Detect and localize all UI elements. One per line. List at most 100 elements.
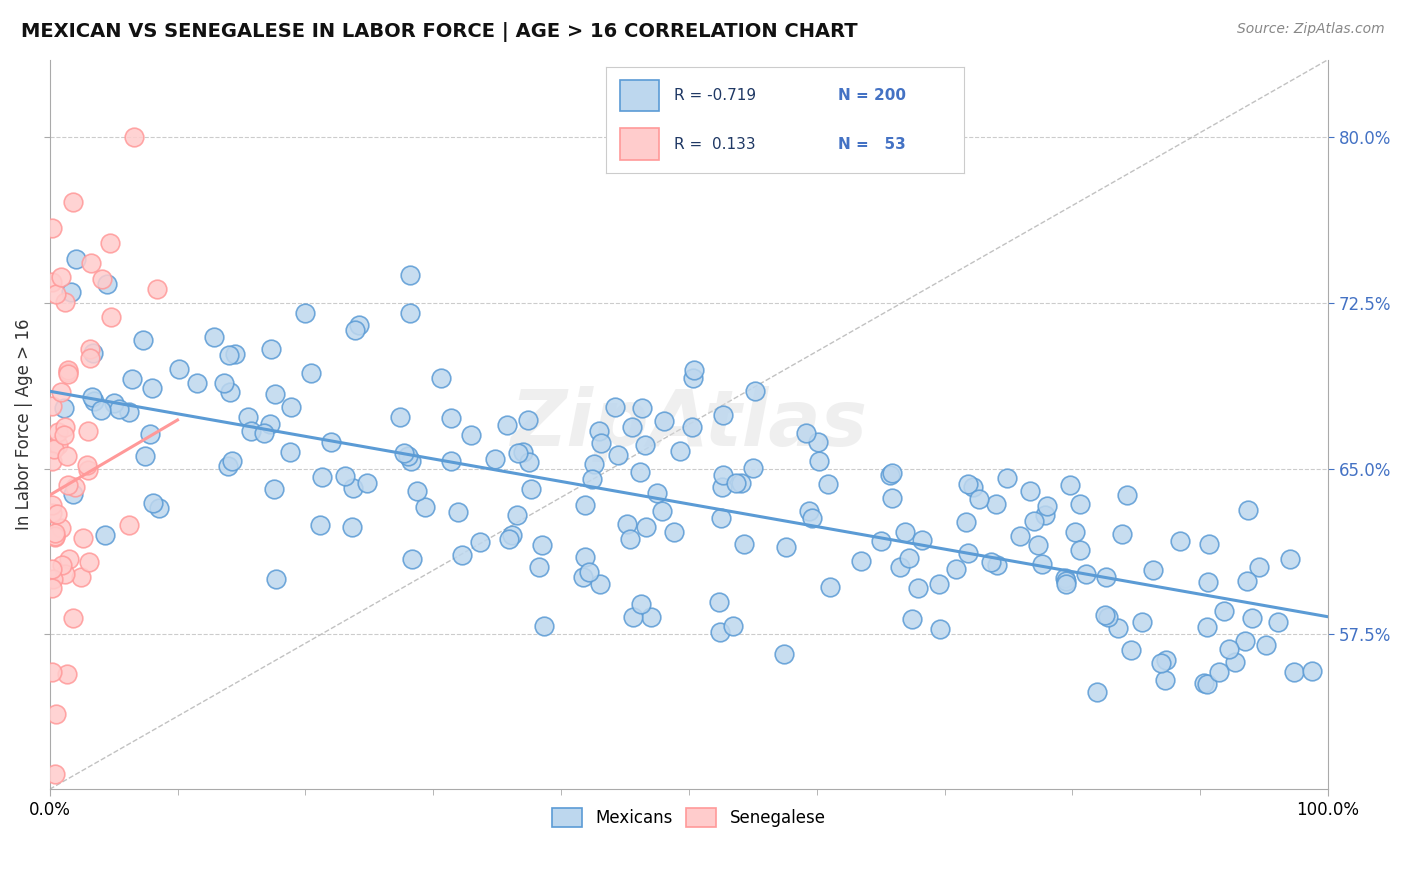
Point xyxy=(801,511,824,525)
Point xyxy=(321,434,343,449)
Point xyxy=(710,480,733,494)
Point xyxy=(1156,653,1178,667)
Point xyxy=(1063,524,1085,539)
Point xyxy=(1069,497,1091,511)
Point xyxy=(775,540,797,554)
Point xyxy=(807,453,830,467)
Point xyxy=(141,381,163,395)
Point xyxy=(607,448,630,462)
Point xyxy=(44,766,66,780)
Point xyxy=(1069,542,1091,557)
Point xyxy=(118,518,141,533)
Point xyxy=(955,515,977,529)
Point xyxy=(333,468,356,483)
Point xyxy=(440,454,463,468)
Point xyxy=(1237,503,1260,517)
Point xyxy=(108,401,131,416)
Point xyxy=(928,577,950,591)
Point xyxy=(79,342,101,356)
Point xyxy=(721,619,744,633)
Point xyxy=(710,511,733,525)
Point xyxy=(506,445,529,459)
Point xyxy=(186,376,208,391)
Point xyxy=(219,384,242,399)
Point xyxy=(236,409,259,424)
Point xyxy=(447,505,470,519)
Point xyxy=(309,517,332,532)
Point xyxy=(91,272,114,286)
Point xyxy=(42,442,65,456)
Point xyxy=(1116,488,1139,502)
Point xyxy=(498,532,520,546)
Point xyxy=(683,363,706,377)
Point xyxy=(77,555,100,569)
Point xyxy=(634,520,657,534)
Point xyxy=(506,508,529,522)
Point xyxy=(55,667,77,681)
Point xyxy=(468,535,491,549)
Point xyxy=(56,367,79,381)
Point xyxy=(134,449,156,463)
Text: MEXICAN VS SENEGALESE IN LABOR FORCE | AGE > 16 CORRELATION CHART: MEXICAN VS SENEGALESE IN LABOR FORCE | A… xyxy=(21,22,858,42)
Point xyxy=(1223,655,1246,669)
Point xyxy=(45,287,67,301)
Point xyxy=(121,372,143,386)
Point xyxy=(1111,527,1133,541)
Point xyxy=(1119,643,1142,657)
Point xyxy=(669,443,692,458)
Point xyxy=(62,487,84,501)
Point xyxy=(664,525,686,540)
Point xyxy=(80,256,103,270)
Point xyxy=(527,560,550,574)
Point xyxy=(122,130,145,145)
Point xyxy=(146,282,169,296)
Point xyxy=(1054,577,1077,591)
Point xyxy=(41,562,63,576)
Point xyxy=(148,500,170,515)
Point xyxy=(1033,508,1056,522)
Point xyxy=(1218,642,1240,657)
Point xyxy=(733,537,755,551)
Point xyxy=(224,347,246,361)
Point xyxy=(1198,537,1220,551)
Point xyxy=(725,476,748,491)
Point xyxy=(962,480,984,494)
Point xyxy=(413,500,436,514)
Point xyxy=(1154,673,1177,687)
Point xyxy=(202,330,225,344)
Point xyxy=(681,420,703,434)
Point xyxy=(969,492,991,507)
Point xyxy=(406,484,429,499)
Point xyxy=(1150,657,1173,671)
Point xyxy=(1208,665,1230,679)
Point xyxy=(880,466,903,480)
Point xyxy=(260,342,283,356)
Point xyxy=(907,582,929,596)
Point xyxy=(72,532,94,546)
Point xyxy=(772,647,794,661)
Point xyxy=(1097,610,1119,624)
Point xyxy=(263,482,285,496)
Point xyxy=(53,428,76,442)
Point xyxy=(76,458,98,472)
Point xyxy=(578,565,600,579)
Point xyxy=(294,306,316,320)
Point xyxy=(53,566,76,581)
Point xyxy=(41,221,63,235)
Point xyxy=(45,707,67,722)
Point xyxy=(531,538,554,552)
Point xyxy=(347,318,370,333)
Point xyxy=(581,472,603,486)
Point xyxy=(1074,567,1097,582)
Point xyxy=(41,454,63,468)
Point xyxy=(851,554,873,568)
Point xyxy=(1085,685,1108,699)
Point xyxy=(995,470,1018,484)
Point xyxy=(818,580,841,594)
Point xyxy=(794,425,817,440)
Point xyxy=(894,525,917,540)
Point xyxy=(342,520,364,534)
Point xyxy=(1010,529,1032,543)
Point xyxy=(41,665,63,680)
Point xyxy=(882,491,904,505)
